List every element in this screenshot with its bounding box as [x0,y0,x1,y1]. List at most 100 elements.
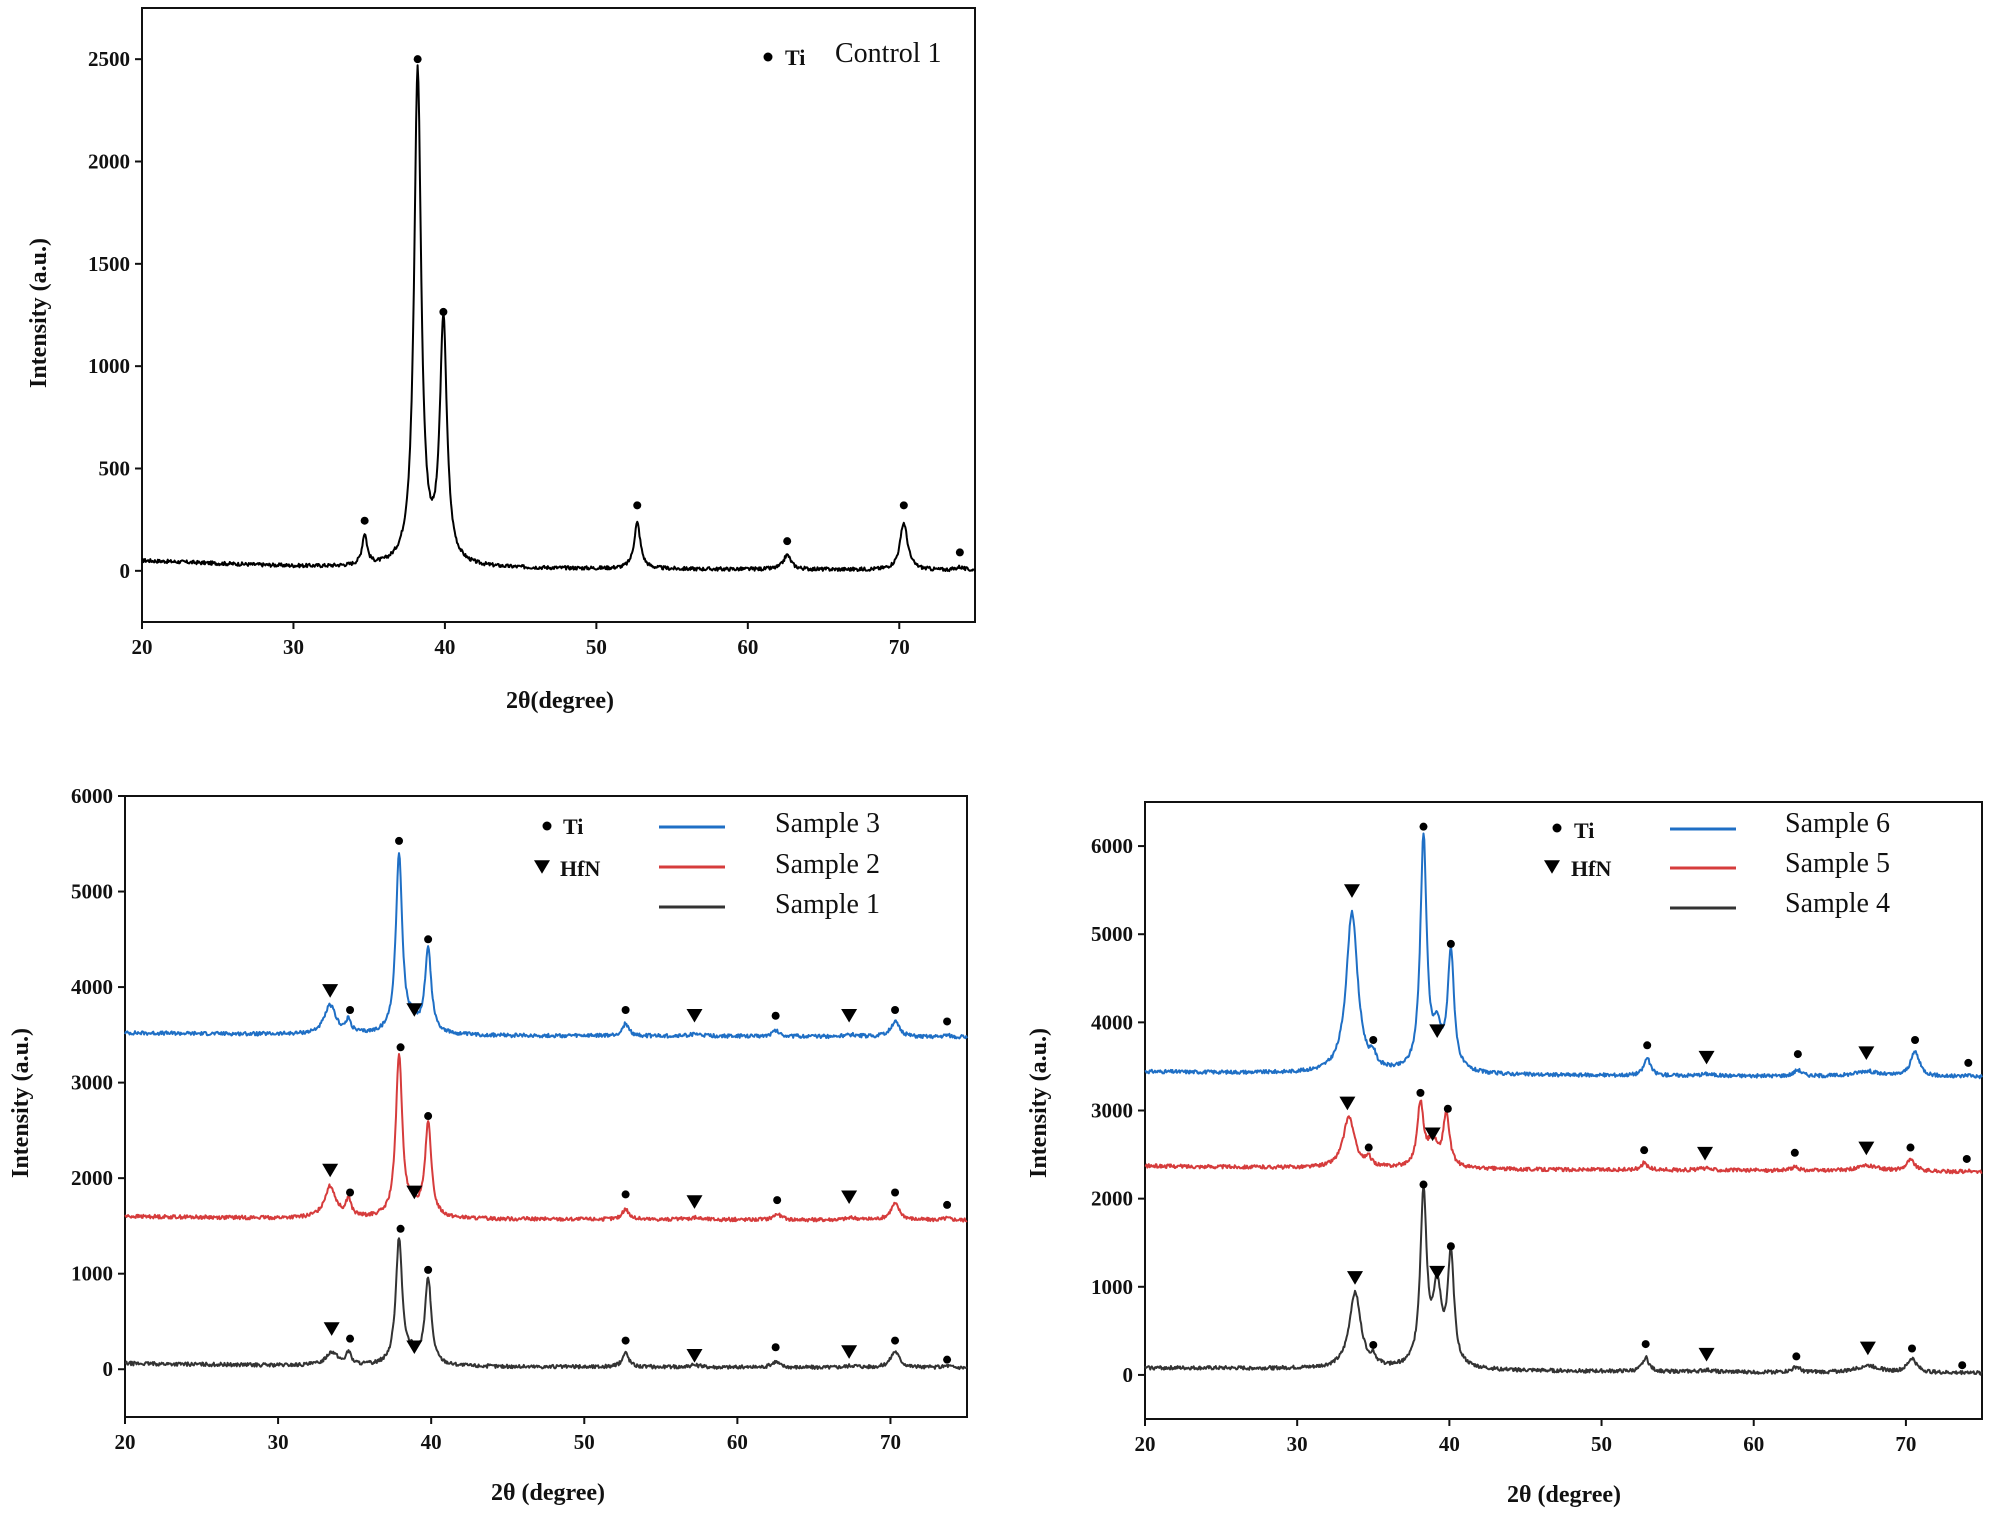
y-tick-label: 4000 [71,975,113,999]
hfn-peak-marker [322,984,339,998]
legend-ti-label: Ti [1574,818,1594,843]
legend-sample-1-label: Sample 1 [775,889,880,920]
legend-hfn-symbol [534,860,550,874]
ti-peak-marker [413,55,422,64]
hfn-peak-marker [1347,1271,1364,1285]
hfn-peak-marker [1858,1046,1875,1061]
y-tick-label: 2000 [1091,1187,1133,1211]
y-tick-label: 6000 [71,784,113,808]
y-tick-label: 1000 [71,1262,113,1286]
ti-peak-marker [424,935,433,944]
ti-peak-marker [771,1343,780,1352]
hfn-peak-marker [1429,1265,1446,1280]
x-tick-label: 40 [421,1430,442,1454]
ti-peak-marker [1446,1242,1455,1251]
ti-peak-marker [891,1188,900,1197]
hfn-peak-marker [686,1349,703,1363]
hfn-peak-marker [841,1345,858,1359]
x-axis-label: 2θ (degree) [491,1480,605,1506]
ti-peak-marker [346,1188,355,1197]
legend-sample-3-label: Sample 3 [775,808,880,839]
x-tick-label: 20 [132,635,153,659]
legend-ti-label: Ti [785,45,805,70]
ti-peak-marker [943,1355,952,1364]
x-tick-label: 50 [586,635,607,659]
y-tick-label: 3000 [71,1071,113,1095]
ti-peak-marker [1364,1143,1373,1152]
ti-peak-marker [1419,1180,1428,1189]
y-tick-label: 0 [103,1357,114,1381]
hfn-peak-marker [1698,1347,1715,1362]
hfn-peak-marker [1698,1050,1715,1065]
x-tick-label: 40 [434,635,455,659]
ti-peak-marker [773,1196,782,1205]
ti-peak-marker [783,537,792,546]
ti-peak-marker [1369,1340,1378,1349]
hfn-peak-marker [1339,1096,1356,1111]
ti-peak-marker [424,1112,433,1121]
series-line-sample-1 [124,1237,968,1371]
chart-control: Intensity (a.u.) 2θ(degree) Ti Control 1… [0,0,1000,730]
ti-peak-marker [396,1043,405,1052]
legend-sample-6-label: Sample 6 [1785,808,1890,839]
x-tick-label: 60 [727,1430,748,1454]
xrd-chart-control: Intensity (a.u.) 2θ(degree) Ti Control 1… [26,7,976,714]
y-tick-label: 5000 [1091,922,1133,946]
plot-frame [141,7,976,623]
hfn-peak-marker [406,1003,423,1017]
ti-peak-marker [346,1334,355,1343]
plot-frame [124,795,968,1418]
y-tick-label: 2000 [88,150,130,174]
y-tick-label: 2000 [71,1166,113,1190]
legend-sample-5-label: Sample 5 [1785,848,1890,879]
x-tick-label: 60 [1743,1432,1764,1456]
ti-peak-marker [439,307,448,316]
hfn-peak-marker [1858,1141,1875,1156]
ti-peak-marker [395,836,404,845]
hfn-peak-marker [1697,1146,1714,1161]
chart-samples-4-6: Intensity (a.u.) 2θ (degree) Ti HfN Samp… [1000,780,2000,1521]
ti-peak-marker [1793,1050,1802,1059]
ti-peak-marker [1643,1041,1652,1050]
hfn-peak-marker [1429,1024,1446,1038]
x-tick-label: 30 [283,635,304,659]
legend-hfn-symbol [1544,860,1560,874]
x-tick-label: 70 [1895,1432,1916,1456]
legend-ti-label: Ti [563,814,583,839]
x-tick-label: 20 [115,1430,136,1454]
ti-peak-marker [1790,1148,1799,1157]
ti-peak-marker [1906,1143,1915,1152]
ti-peak-marker [1964,1058,1973,1067]
legend-ti-symbol [542,821,552,831]
ti-peak-marker [346,1006,355,1015]
hfn-peak-marker [841,1190,858,1205]
ti-peak-marker [621,1190,630,1199]
ti-peak-marker [1640,1146,1649,1155]
ti-peak-marker [1958,1361,1967,1370]
ti-peak-marker [1792,1352,1801,1361]
ti-peak-marker [621,1336,630,1345]
hfn-peak-marker [686,1195,703,1209]
ti-peak-marker [1369,1035,1378,1044]
hfn-peak-marker [323,1322,340,1336]
hfn-peak-marker [406,1185,423,1200]
series-line-sample-4 [1144,1184,1983,1376]
hfn-peak-marker [1424,1127,1441,1142]
ti-peak-marker [943,1200,952,1209]
hfn-peak-marker [686,1008,703,1023]
ti-peak-marker [891,1006,900,1015]
hfn-peak-marker [406,1340,423,1355]
ti-peak-marker [396,1224,405,1233]
xrd-chart-samples-4-6: Intensity (a.u.) 2θ (degree) Ti HfN Samp… [1026,801,1983,1508]
y-tick-label: 1000 [1091,1275,1133,1299]
x-tick-label: 40 [1439,1432,1460,1456]
legend-ti-symbol [1552,823,1562,833]
legend-series-label: Control 1 [835,38,942,69]
ti-peak-marker [943,1017,952,1026]
x-tick-label: 20 [1135,1432,1156,1456]
y-axis-label: Intensity (a.u.) [26,238,52,388]
x-tick-label: 50 [574,1430,595,1454]
y-tick-label: 0 [1123,1363,1134,1387]
ti-peak-marker [360,516,369,525]
ti-peak-marker [1962,1154,1971,1163]
